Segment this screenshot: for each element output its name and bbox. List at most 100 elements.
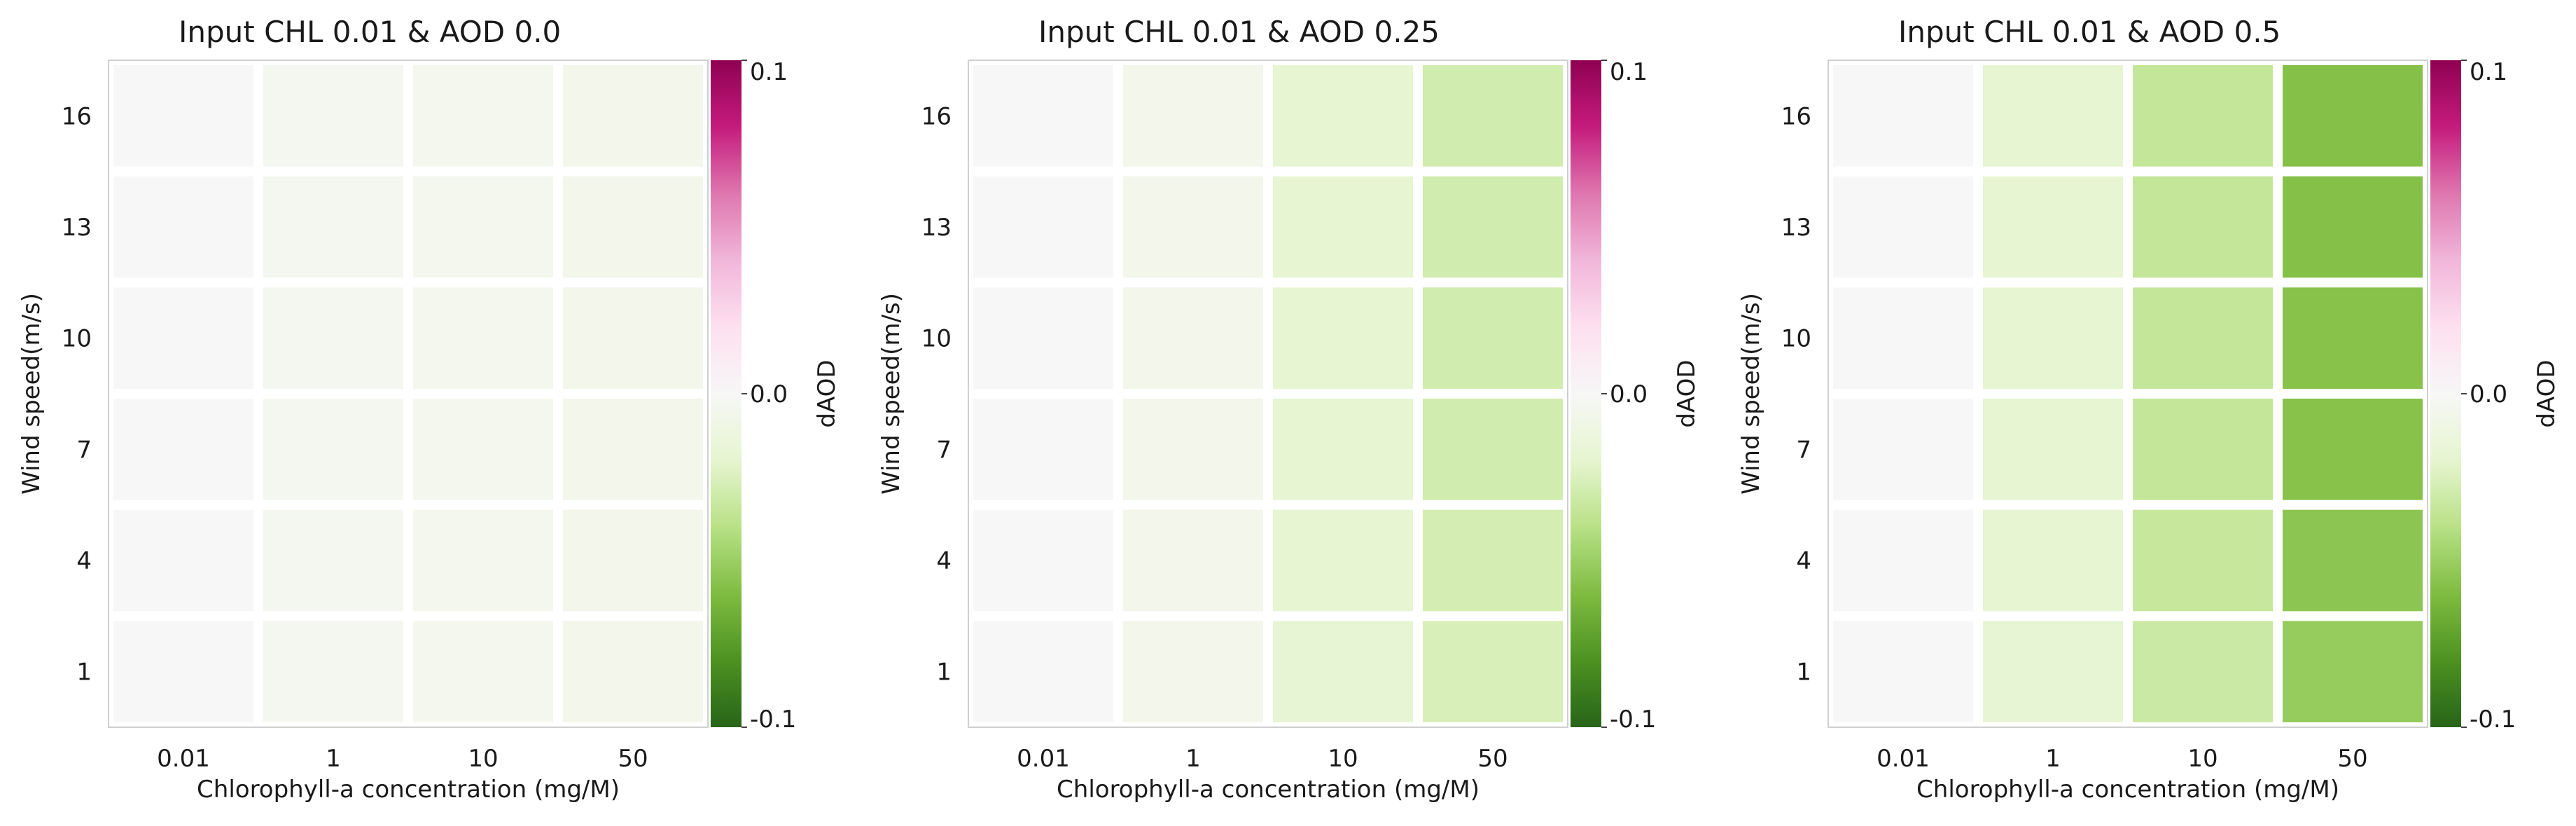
- y-tick-label: 13: [62, 214, 92, 242]
- heatmap-cell-r3-c3: [2283, 287, 2423, 389]
- heatmap-cell-r3-c0: [973, 287, 1113, 389]
- heatmap-cell-r4-c1: [263, 176, 403, 278]
- heatmap-cell-r0-c0: [1833, 621, 1973, 722]
- heatmap-cell-r0-c2: [1273, 621, 1413, 722]
- heatmap-cell-r1-c3: [563, 509, 703, 612]
- y-tick-label: 10: [62, 325, 92, 353]
- heatmap-cell-r3-c2: [1273, 287, 1413, 389]
- heatmap-cell-r3-c2: [2133, 287, 2273, 389]
- colorbar-tick-label: -0.1: [1610, 705, 1656, 734]
- heatmap-cell-r5-c2: [1273, 65, 1413, 167]
- heatmap-cell-r0-c1: [1983, 621, 2123, 722]
- colorbar-tick-label: -0.1: [750, 705, 796, 734]
- heatmap-cell-r4-c1: [1983, 176, 2123, 278]
- heatmap-cell-r0-c1: [1123, 621, 1263, 722]
- heatmap-cell-r3-c2: [413, 287, 553, 389]
- plot-frame: [1827, 60, 2428, 728]
- y-tick-label: 16: [62, 102, 92, 130]
- heatmap-cell-r1-c1: [1123, 509, 1263, 612]
- heatmap-cell-r2-c0: [1833, 399, 1973, 500]
- colorbar: [711, 60, 742, 727]
- x-tick-label: 0.01: [157, 745, 210, 773]
- heatmap-cell-r3-c3: [1423, 287, 1563, 389]
- y-tick-label: 7: [1796, 436, 1811, 464]
- plot-frame: [968, 60, 1568, 728]
- colorbar-tick-label: -0.1: [2470, 705, 2516, 734]
- x-tick-label: 1: [2045, 745, 2061, 773]
- heatmap-cell-r2-c0: [113, 399, 253, 500]
- x-tick-label: 50: [2337, 745, 2367, 773]
- heatmap-cell-r3-c0: [113, 287, 253, 389]
- y-tick-label: 4: [76, 547, 92, 575]
- y-tick-label: 7: [76, 436, 92, 464]
- heatmap-cell-r5-c0: [113, 65, 253, 167]
- heatmap-cell-r1-c2: [2133, 509, 2273, 612]
- heatmap-cell-r4-c0: [973, 176, 1113, 278]
- heatmap-cell-r5-c1: [1123, 65, 1263, 167]
- heatmap-panel-2: Input CHL 0.01 & AOD 0.25 0.01 1 10 50 1 4 7 10 1…: [877, 15, 1701, 804]
- y-axis-label: Wind speed(m/s): [877, 293, 905, 495]
- chart-title: Input CHL 0.01 & AOD 0.25: [1038, 15, 1440, 49]
- x-axis-label: Chlorophyll-a concentration (mg/M): [1916, 776, 2339, 804]
- heatmap-cell-r5-c3: [563, 65, 703, 167]
- x-tick-label: 1: [1185, 745, 1201, 773]
- heatmap-cell-r3-c3: [563, 287, 703, 389]
- heatmap-cell-r1-c1: [263, 509, 403, 612]
- heatmap-cell-r3-c1: [263, 287, 403, 389]
- heatmap-cell-r4-c2: [1273, 176, 1413, 278]
- heatmap-cell-r4-c3: [563, 176, 703, 278]
- heatmap-cell-r0-c0: [113, 621, 253, 722]
- heatmap-cell-r4-c3: [2283, 176, 2423, 278]
- heatmap-cell-r0-c3: [563, 621, 703, 722]
- heatmap-cell-r4-c1: [1123, 176, 1263, 278]
- colorbar-tick-label: 0.1: [750, 58, 788, 86]
- chart-title: Input CHL 0.01 & AOD 0.0: [179, 15, 561, 49]
- x-tick-label: 10: [1328, 745, 1358, 773]
- heatmap-cell-r0-c2: [413, 621, 553, 722]
- heatmap-cell-r3-c1: [1123, 287, 1263, 389]
- heatmap-cell-r5-c3: [2283, 65, 2423, 167]
- heatmap-cell-r4-c3: [1423, 176, 1563, 278]
- colorbar: [2430, 60, 2461, 727]
- colorbar-tick-label: 0.1: [2470, 58, 2507, 86]
- y-axis-label: Wind speed(m/s): [1737, 293, 1765, 495]
- heatmap-cell-r5-c1: [1983, 65, 2123, 167]
- heatmap-cell-r1-c3: [1423, 509, 1563, 612]
- heatmap-cell-r5-c0: [1833, 65, 1973, 167]
- x-axis-label: Chlorophyll-a concentration (mg/M): [197, 776, 620, 804]
- heatmap-cell-r1-c0: [1833, 509, 1973, 612]
- heatmap-cell-r1-c2: [413, 509, 553, 612]
- heatmap-cell-r2-c3: [1423, 399, 1563, 500]
- heatmap-cell-r2-c3: [563, 399, 703, 500]
- colorbar-label: dAOD: [813, 359, 841, 427]
- y-tick-label: 10: [1781, 325, 1811, 353]
- heatmap-cell-r1-c1: [1983, 509, 2123, 612]
- x-tick-label: 0.01: [1877, 745, 1930, 773]
- heatmap-cell-r0-c3: [2283, 621, 2423, 722]
- heatmap-cell-r1-c0: [973, 509, 1113, 612]
- heatmap-cell-r5-c3: [1423, 65, 1563, 167]
- x-tick-label: 1: [326, 745, 341, 773]
- y-tick-label: 10: [921, 325, 952, 353]
- y-tick-label: 1: [76, 659, 92, 687]
- y-tick-label: 1: [1796, 659, 1811, 687]
- heatmap-cell-r1-c3: [2283, 509, 2423, 612]
- y-tick-label: 1: [936, 659, 952, 687]
- heatmap-cell-r1-c0: [113, 509, 253, 612]
- heatmap-cell-r2-c2: [1273, 399, 1413, 500]
- heatmap-cell-r0-c3: [1423, 621, 1563, 722]
- heatmap-cell-r1-c2: [1273, 509, 1413, 612]
- heatmap-cell-r4-c0: [1833, 176, 1973, 278]
- colorbar-tick-label: 0.1: [1610, 58, 1648, 86]
- colorbar: [1571, 60, 1601, 727]
- heatmap-cell-r2-c2: [2133, 399, 2273, 500]
- x-tick-label: 0.01: [1017, 745, 1070, 773]
- y-tick-label: 13: [921, 214, 952, 242]
- y-tick-label: 7: [936, 436, 952, 464]
- x-tick-label: 50: [1477, 745, 1508, 773]
- heatmap-panel-3: Input CHL 0.01 & AOD 0.5 0.01 1 10 50 1 4 7 10 13…: [1737, 15, 2561, 804]
- heatmap-cell-r3-c1: [1983, 287, 2123, 389]
- colorbar-tick-label: 0.0: [750, 380, 788, 408]
- heatmap-cell-r5-c2: [2133, 65, 2273, 167]
